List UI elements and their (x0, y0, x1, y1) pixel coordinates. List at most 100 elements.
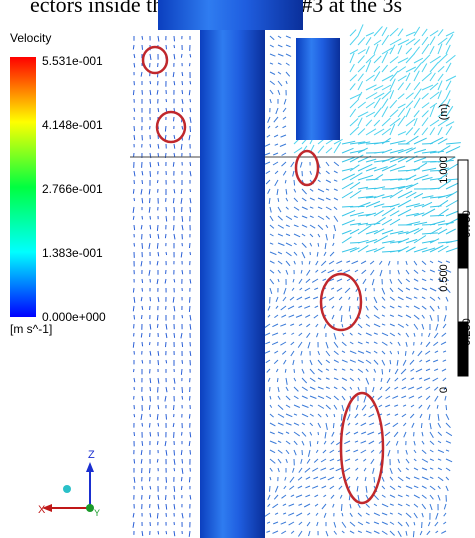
vector (309, 206, 314, 209)
vector (445, 485, 449, 492)
vector (181, 71, 184, 77)
vector (306, 269, 311, 276)
vector (349, 35, 359, 46)
vector (148, 188, 151, 195)
vector (133, 170, 136, 177)
vector (317, 386, 324, 390)
vector (180, 197, 183, 204)
vector (389, 56, 399, 64)
vector (429, 449, 434, 453)
vector (419, 359, 423, 363)
vector (327, 476, 335, 481)
vector (381, 323, 386, 326)
vector (301, 422, 305, 426)
vector (397, 45, 403, 55)
vector (149, 197, 151, 204)
vector (269, 89, 274, 95)
vector (373, 494, 379, 501)
vector (277, 449, 283, 454)
vector (282, 332, 287, 335)
vector (437, 145, 451, 154)
vector (339, 494, 343, 499)
vector (381, 74, 394, 82)
vector (357, 101, 367, 109)
vector (148, 269, 151, 276)
vector (157, 530, 160, 535)
vector (309, 368, 315, 375)
vector (405, 260, 408, 266)
vector (338, 485, 343, 490)
vector (393, 431, 399, 438)
vector (445, 228, 456, 235)
vector (277, 224, 284, 229)
vector (405, 287, 411, 291)
vector (397, 190, 413, 199)
vector (189, 314, 192, 321)
vector (397, 246, 409, 253)
vector (293, 440, 298, 446)
vector (403, 422, 407, 427)
vector (385, 404, 391, 408)
vector (355, 404, 359, 410)
vector (429, 45, 435, 55)
vector (425, 350, 431, 355)
vector (312, 485, 319, 489)
vector (445, 210, 459, 217)
vector (428, 332, 431, 338)
vector (389, 512, 393, 515)
vector (360, 260, 367, 265)
vector (427, 404, 431, 410)
vector (437, 65, 445, 73)
vector (381, 530, 388, 535)
vector (285, 260, 291, 267)
vector (317, 350, 320, 356)
vector (289, 296, 295, 301)
vector (405, 323, 409, 327)
vector (365, 166, 377, 172)
vector (373, 228, 385, 235)
vector (381, 287, 386, 295)
vector (317, 179, 321, 183)
vector (346, 413, 351, 421)
vector (277, 260, 283, 265)
vector (333, 377, 339, 381)
vector (273, 521, 279, 525)
vector (333, 179, 338, 182)
vector (301, 242, 307, 248)
vector (276, 377, 279, 383)
vector (381, 195, 393, 199)
vector (357, 91, 363, 100)
vector (413, 269, 419, 274)
vector (365, 341, 370, 344)
vector (357, 213, 371, 217)
vector (349, 530, 355, 534)
vector (172, 161, 175, 167)
vector (165, 332, 168, 339)
vector (413, 204, 425, 208)
vector (341, 236, 352, 244)
vector (275, 125, 279, 129)
vector (316, 440, 319, 445)
vector (429, 503, 433, 511)
vector (381, 350, 386, 355)
vector (413, 46, 420, 55)
vector (378, 260, 383, 265)
vector (405, 503, 410, 507)
vector (277, 395, 281, 400)
vector (421, 314, 425, 319)
vector (267, 305, 271, 311)
vector (443, 503, 447, 510)
vector (301, 431, 307, 437)
vector (285, 422, 292, 426)
vector (405, 212, 419, 217)
vector (275, 296, 279, 302)
vector (384, 431, 391, 437)
vector (332, 422, 335, 429)
vector (360, 449, 367, 454)
vector (269, 395, 272, 400)
vector (413, 127, 420, 136)
vector (405, 521, 410, 527)
vector (269, 485, 271, 492)
vector (293, 368, 295, 373)
vector (140, 224, 143, 230)
